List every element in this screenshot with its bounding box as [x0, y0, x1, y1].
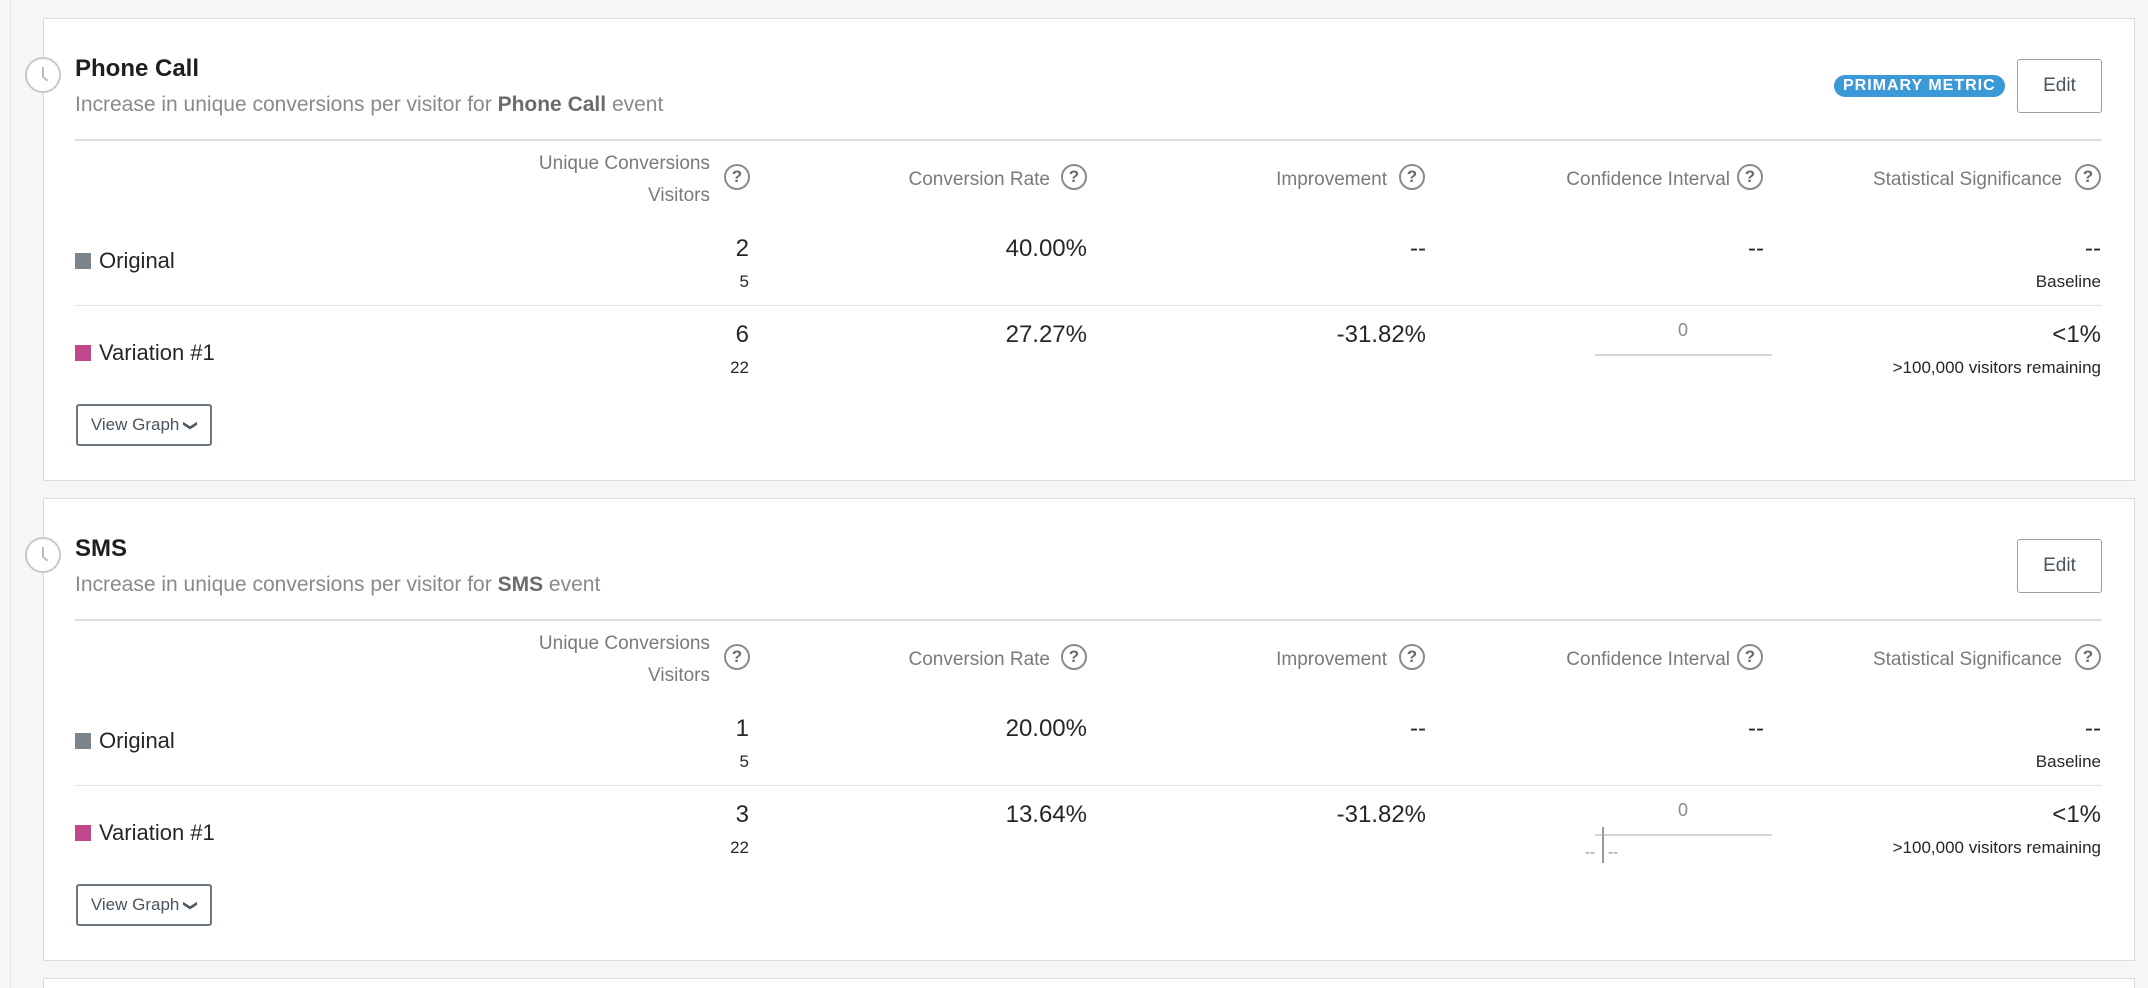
- significance-note: >100,000 visitors remaining: [1892, 838, 2101, 857]
- row-label-text: Original: [99, 728, 175, 753]
- row-label-text: Variation #1: [99, 820, 215, 845]
- original-swatch: [75, 733, 91, 749]
- metric-title: SMS: [75, 535, 128, 562]
- conversions-value: 6: [735, 321, 749, 348]
- metric-subtitle: Increase in unique conversions per visit…: [75, 93, 663, 117]
- header-visitors: Visitors: [648, 665, 710, 686]
- divider: [75, 139, 2102, 141]
- help-icon[interactable]: ?: [724, 164, 750, 190]
- confidence-interval-high: --: [1608, 844, 1618, 861]
- header-unique-conversions: Unique Conversions: [538, 153, 710, 174]
- conversions-value: 2: [735, 235, 749, 262]
- confidence-interval-marker: [1602, 827, 1604, 863]
- row-divider: [75, 785, 2102, 786]
- metric-title: Phone Call: [75, 55, 200, 82]
- confidence-interval-zero: 0: [1677, 800, 1688, 820]
- event-name: SMS: [497, 573, 544, 596]
- edit-button[interactable]: Edit: [2017, 539, 2102, 593]
- confidence-interval-axis: [1595, 354, 1772, 356]
- significance-value: --: [2085, 715, 2101, 742]
- confidence-interval-axis: [1595, 834, 1772, 836]
- conversion-rate-value: 20.00%: [1005, 715, 1087, 742]
- help-icon[interactable]: ?: [1061, 164, 1087, 190]
- clock-icon: [25, 57, 61, 93]
- header-confidence-interval: Confidence Interval: [1566, 169, 1730, 190]
- header-improvement: Improvement: [1276, 169, 1387, 190]
- significance-note: Baseline: [2035, 752, 2101, 771]
- visitors-value: 5: [739, 752, 749, 771]
- header-conversion-rate: Conversion Rate: [908, 649, 1050, 670]
- help-icon[interactable]: ?: [2075, 164, 2101, 190]
- header-statistical-significance: Statistical Significance: [1872, 169, 2062, 190]
- variation-swatch: [75, 345, 91, 361]
- visitors-value: 22: [730, 358, 749, 377]
- header-unique-conversions: Unique Conversions: [538, 633, 710, 654]
- help-icon[interactable]: ?: [1737, 164, 1763, 190]
- help-icon[interactable]: ?: [1737, 644, 1763, 670]
- metric-card-phone-call: [43, 18, 2135, 481]
- improvement-value: -31.82%: [1336, 321, 1426, 348]
- header-confidence-interval: Confidence Interval: [1566, 649, 1730, 670]
- significance-value: <1%: [2052, 801, 2101, 828]
- view-graph-button[interactable]: View Graph ❯: [76, 884, 212, 926]
- header-improvement: Improvement: [1276, 649, 1387, 670]
- row-label-original: Original: [75, 728, 175, 754]
- conversion-rate-value: 13.64%: [1005, 801, 1087, 828]
- help-icon[interactable]: ?: [1061, 644, 1087, 670]
- metric-card-next: [43, 978, 2135, 988]
- improvement-value: --: [1410, 715, 1426, 742]
- significance-value: --: [2085, 235, 2101, 262]
- divider: [75, 619, 2102, 621]
- row-label-variation: Variation #1: [75, 340, 215, 366]
- chevron-down-icon: ❯: [183, 419, 200, 431]
- conversion-rate-value: 27.27%: [1005, 321, 1087, 348]
- edit-button[interactable]: Edit: [2017, 59, 2102, 113]
- row-label-text: Variation #1: [99, 340, 215, 365]
- visitors-value: 22: [730, 838, 749, 857]
- improvement-value: --: [1410, 235, 1426, 262]
- row-label-text: Original: [99, 248, 175, 273]
- confidence-interval-zero: 0: [1677, 320, 1688, 340]
- help-icon[interactable]: ?: [1399, 644, 1425, 670]
- row-label-original: Original: [75, 248, 175, 274]
- view-graph-button[interactable]: View Graph ❯: [76, 404, 212, 446]
- significance-value: <1%: [2052, 321, 2101, 348]
- improvement-value: -31.82%: [1336, 801, 1426, 828]
- left-rail: [10, 0, 11, 988]
- significance-note: >100,000 visitors remaining: [1892, 358, 2101, 377]
- clock-icon: [25, 537, 61, 573]
- subtitle-prefix: Increase in unique conversions per visit…: [75, 93, 492, 116]
- subtitle-prefix: Increase in unique conversions per visit…: [75, 573, 492, 596]
- conversions-value: 3: [735, 801, 749, 828]
- subtitle-suffix: event: [611, 93, 664, 116]
- conversion-rate-value: 40.00%: [1005, 235, 1087, 262]
- help-icon[interactable]: ?: [1399, 164, 1425, 190]
- view-graph-label: View Graph: [90, 415, 180, 434]
- confidence-interval-value: --: [1748, 715, 1764, 742]
- event-name: Phone Call: [497, 93, 607, 116]
- original-swatch: [75, 253, 91, 269]
- variation-swatch: [75, 825, 91, 841]
- confidence-interval-value: --: [1748, 235, 1764, 262]
- significance-note: Baseline: [2035, 272, 2101, 291]
- row-divider: [75, 305, 2102, 306]
- metric-card-sms: [43, 498, 2135, 961]
- confidence-interval-low: --: [1585, 844, 1595, 861]
- help-icon[interactable]: ?: [2075, 644, 2101, 670]
- header-conversion-rate: Conversion Rate: [908, 169, 1050, 190]
- primary-metric-badge: PRIMARY METRIC: [1834, 75, 2005, 97]
- visitors-value: 5: [739, 272, 749, 291]
- chevron-down-icon: ❯: [183, 899, 200, 911]
- help-icon[interactable]: ?: [724, 644, 750, 670]
- conversions-value: 1: [735, 715, 749, 742]
- subtitle-suffix: event: [548, 573, 601, 596]
- view-graph-label: View Graph: [90, 895, 180, 914]
- row-label-variation: Variation #1: [75, 820, 215, 846]
- metric-subtitle: Increase in unique conversions per visit…: [75, 573, 600, 597]
- header-visitors: Visitors: [648, 185, 710, 206]
- header-statistical-significance: Statistical Significance: [1872, 649, 2062, 670]
